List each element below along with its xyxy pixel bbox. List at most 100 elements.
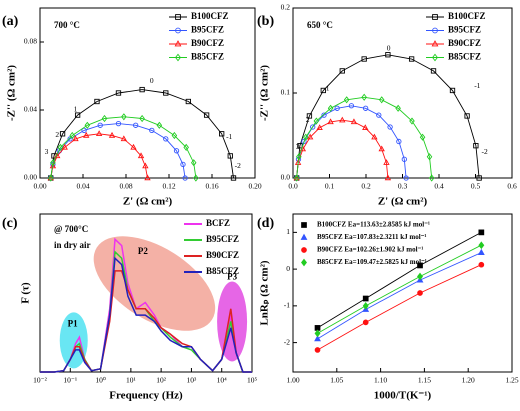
marker: [180, 161, 186, 168]
marker: [115, 90, 122, 96]
panel-label: (b): [257, 14, 274, 29]
annotation: P2: [138, 246, 148, 256]
marker: [314, 335, 321, 342]
legend-entry: B85CFZ: [206, 266, 239, 276]
marker: [383, 159, 390, 165]
marker: [59, 131, 66, 137]
legend-entry: B85CFZ: [191, 52, 224, 62]
y-axis-label: -Z'' (Ω cm²): [259, 65, 271, 121]
series-line: [50, 123, 186, 179]
marker: [84, 121, 91, 129]
legend-entry: B95CFZ: [448, 25, 481, 35]
annotation: -1: [474, 81, 480, 90]
marker: [61, 143, 68, 150]
x-tick-label: 1.20: [462, 376, 475, 385]
annotation: 3: [296, 142, 300, 151]
marker: [313, 117, 320, 125]
annotation: 1: [74, 105, 78, 114]
marker: [171, 131, 178, 140]
panel-label: (a): [2, 14, 19, 29]
legend-entry: B90CFZ: [448, 38, 481, 48]
marker: [348, 103, 355, 109]
marker: [310, 124, 316, 130]
x-tick-label: 1.25: [505, 376, 518, 385]
marker: [314, 347, 321, 353]
marker: [478, 229, 485, 236]
plot-frame: [39, 213, 253, 373]
marker: [306, 113, 313, 119]
panel-label: (c): [2, 216, 18, 231]
x-tick-label: 10¹: [126, 376, 136, 385]
marker: [72, 135, 79, 142]
annotation: 3: [45, 147, 49, 156]
marker: [339, 68, 345, 74]
x-tick-label: 0.20: [248, 182, 261, 191]
legend-entry: B85CFZ: [448, 52, 481, 62]
x-tick-label: 0.04: [76, 182, 89, 191]
marker: [396, 138, 402, 145]
x-tick-label: 0.0: [288, 182, 298, 191]
x-tick-label: 1.05: [330, 376, 343, 385]
y-tick-label: 0.04: [24, 105, 37, 114]
marker: [230, 175, 237, 181]
legend-entry: B100CFZ: [191, 11, 229, 21]
y-tick-label: 0.2: [281, 3, 291, 12]
panel: 1.00 1.05 1.10 1.15 1.20 1.25 -2 -1 0 1 1000/T(K⁻¹…: [257, 213, 519, 402]
annotation: 650 °C: [307, 20, 333, 30]
marker: [133, 122, 139, 128]
marker: [371, 133, 378, 140]
marker: [378, 145, 385, 152]
x-tick-label: 10²: [156, 376, 167, 385]
x-tick-label: 0.4: [434, 182, 444, 191]
legend-entry: B90CFZ Ea=102.26±1.902 kJ mol⁻¹: [317, 246, 423, 254]
marker: [293, 174, 300, 182]
marker: [97, 122, 103, 128]
marker: [428, 174, 435, 182]
marker: [426, 153, 433, 161]
marker: [362, 295, 369, 302]
marker: [385, 52, 391, 58]
marker: [130, 143, 137, 150]
marker: [432, 14, 438, 20]
marker: [301, 222, 307, 228]
marker: [57, 143, 64, 151]
x-tick-label: 1.10: [374, 376, 387, 385]
y-axis-label: LnRₚ (Ω cm²): [259, 260, 271, 325]
y-tick-label: 1: [286, 227, 290, 236]
legend-entry: B95CFZ: [206, 234, 239, 244]
marker: [47, 174, 54, 182]
x-tick-label: 0.2: [361, 182, 371, 191]
marker: [321, 112, 327, 118]
legend-entry: B85CFZ Ea=109.47±2.5825 kJ mol⁻¹: [317, 258, 427, 266]
marker: [314, 329, 321, 338]
marker: [174, 40, 182, 47]
x-axis-label: Z' (Ω cm²): [123, 196, 173, 208]
marker: [49, 162, 57, 169]
marker: [476, 175, 482, 181]
marker: [432, 53, 438, 62]
y-tick-label: 0: [286, 264, 290, 273]
annotation: 700 °C: [54, 20, 80, 30]
marker: [316, 124, 323, 131]
series-line: [296, 105, 407, 179]
series-line: [317, 244, 482, 334]
x-tick-label: 10⁻¹: [63, 376, 77, 385]
x-axis-label: Z' (Ω cm²): [378, 196, 428, 208]
y-tick-label: 0.1: [281, 88, 291, 97]
x-tick-label: 10⁻²: [33, 376, 47, 385]
y-tick-label: -2: [284, 337, 290, 346]
marker: [408, 56, 415, 62]
marker: [327, 104, 334, 112]
marker: [163, 136, 169, 142]
legend-entry: BCFZ: [206, 218, 230, 228]
marker: [115, 120, 122, 127]
marker: [95, 130, 103, 137]
marker: [121, 113, 127, 121]
annotation: 0: [150, 76, 154, 85]
marker: [431, 40, 439, 47]
marker: [293, 174, 300, 181]
marker: [384, 174, 392, 181]
marker: [301, 258, 307, 267]
annotation: -2: [235, 161, 241, 170]
